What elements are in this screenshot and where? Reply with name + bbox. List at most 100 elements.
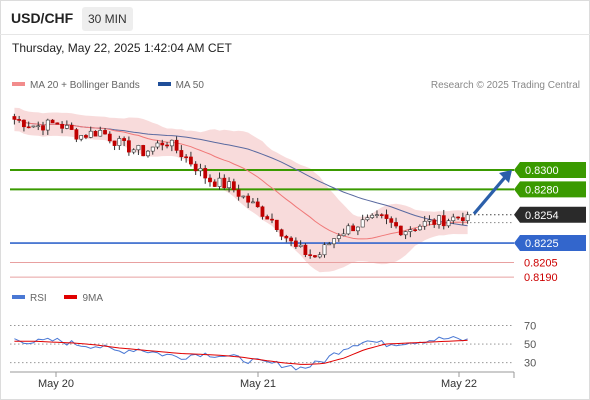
candle-down: [41, 125, 45, 131]
candle-up: [31, 125, 36, 128]
candle-down: [93, 130, 98, 137]
candle-up: [146, 150, 150, 157]
price-tag-0.8300: [514, 161, 586, 178]
legend-label-rsi: RSI: [30, 293, 47, 304]
forecast-arrow-shaft: [472, 173, 509, 215]
legend-label-ma50: MA 50: [175, 80, 204, 91]
candle-down: [212, 181, 217, 187]
candle-down: [270, 218, 274, 221]
x-tick-label: May 21: [240, 378, 276, 390]
candle-up: [36, 125, 41, 128]
legend-label-9ma: 9MA: [82, 293, 104, 304]
candle-up: [418, 225, 422, 231]
candle-down: [203, 168, 208, 179]
candle-down: [193, 163, 198, 172]
candle-up: [360, 219, 365, 228]
symbol-label: USD/CHF: [11, 10, 74, 26]
candle-down: [236, 189, 241, 197]
candle-up: [422, 221, 427, 227]
price-tag-0.8254: [514, 206, 586, 223]
candle-up: [327, 243, 332, 246]
legend-item-ma20: MA 20 + Bollinger Bands: [12, 80, 140, 91]
candle-up: [437, 215, 441, 225]
candle-down: [126, 140, 131, 153]
legend-swatch-ma50: [157, 82, 171, 87]
candle-up: [332, 238, 336, 245]
legend-item-ma50: MA 50: [157, 80, 204, 91]
x-tick-label: May 22: [441, 378, 477, 390]
timestamp: Thursday, May 22, 2025 1:42:04 AM CET: [12, 41, 232, 55]
rsi-tick-label: 30: [524, 358, 536, 370]
candle-up: [370, 214, 375, 218]
candle-down: [389, 218, 394, 223]
candle-down: [55, 122, 60, 125]
rsi-tick-label: 70: [524, 320, 536, 332]
candle-up: [375, 214, 379, 216]
candle-up: [341, 233, 346, 237]
legend-swatch-rsi: [12, 295, 25, 300]
candle-down: [122, 138, 127, 141]
candle-down: [293, 240, 298, 247]
candle-up: [251, 201, 255, 204]
candle-down: [398, 225, 403, 236]
candle-up: [98, 130, 103, 137]
candle-down: [260, 206, 265, 217]
candle-up: [198, 168, 203, 172]
candle-up: [117, 138, 122, 146]
candle-down: [279, 229, 284, 237]
candle-up: [427, 219, 432, 222]
candle-up: [317, 254, 322, 258]
candle-up: [131, 149, 136, 153]
price-label-0.8205: 0.8205: [524, 258, 558, 270]
candle-up: [336, 235, 341, 239]
candle-down: [179, 150, 184, 158]
candle-up: [217, 177, 222, 187]
legend-swatch-9ma: [64, 295, 78, 300]
candle-up: [322, 244, 327, 256]
candle-up: [88, 130, 93, 138]
rsi-9ma-line: [14, 339, 468, 365]
candle-down: [160, 142, 165, 146]
legend-item-rsi: RSI: [12, 293, 47, 304]
candle-down: [456, 216, 460, 219]
candle-down: [284, 235, 289, 239]
candle-down: [460, 217, 465, 221]
candle-up: [446, 220, 451, 227]
candle-up: [150, 146, 155, 152]
ma20-line: [14, 118, 468, 240]
price-tag-0.8225: [514, 235, 586, 252]
candle-down: [103, 130, 107, 135]
rsi-legend: RSI 9MA: [12, 293, 118, 304]
price-label-0.8190: 0.8190: [524, 272, 558, 284]
candle-down: [313, 255, 317, 258]
candle-down: [60, 123, 64, 129]
price-label-0.8300: 0.8300: [525, 165, 559, 177]
candle-down: [289, 237, 293, 242]
candle-down: [84, 135, 88, 138]
candle-up: [227, 181, 231, 189]
legend-item-9ma: 9MA: [64, 293, 103, 304]
rsi-tick-label: 50: [524, 339, 536, 351]
candle-up: [451, 216, 456, 222]
forecast-arrow-head: [499, 169, 512, 183]
candle-down: [222, 177, 227, 189]
candle-down: [141, 145, 146, 157]
rsi-line: [14, 335, 468, 371]
price-label-0.8254: 0.8254: [525, 210, 559, 222]
candle-up: [346, 225, 351, 235]
candle-up: [403, 231, 408, 236]
candle-up: [298, 244, 303, 247]
candle-down: [189, 156, 193, 165]
candle-up: [155, 142, 160, 148]
candle-down: [17, 119, 22, 121]
candle-up: [241, 195, 246, 198]
candle-up: [465, 214, 470, 221]
timeframe-button[interactable]: 30 MIN: [82, 7, 133, 31]
candle-up: [408, 229, 413, 232]
candle-up: [365, 217, 370, 221]
candle-down: [22, 119, 26, 128]
legend-swatch-ma20: [12, 82, 25, 87]
legend-label-ma20: MA 20 + Bollinger Bands: [30, 80, 140, 91]
candle-down: [165, 144, 169, 147]
